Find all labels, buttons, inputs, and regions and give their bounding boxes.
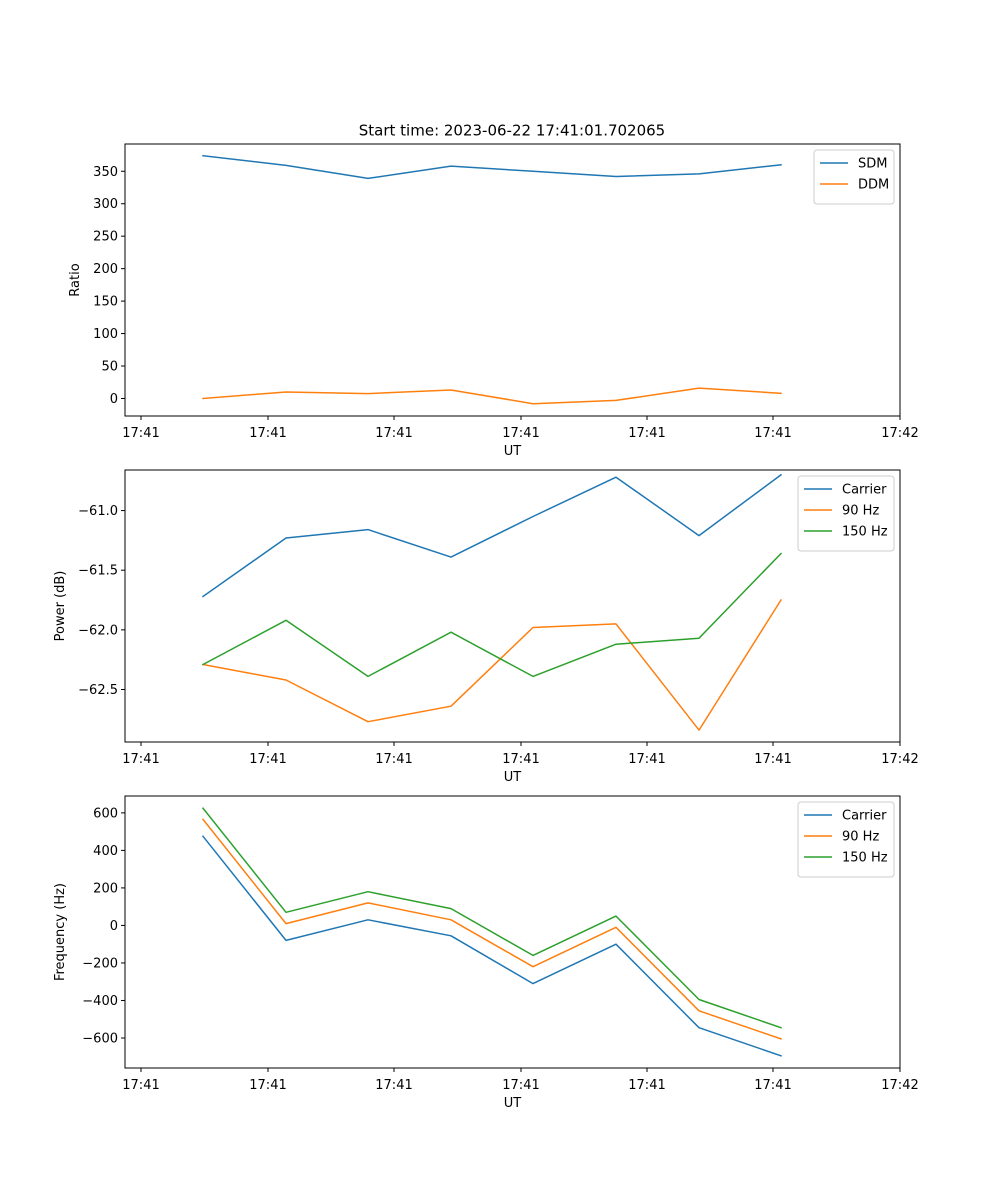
plot-frame (124, 469, 901, 743)
legend-label: 90 Hz (842, 504, 879, 519)
plot-frame (124, 143, 901, 417)
legend-box (797, 801, 895, 878)
legend-box (797, 475, 895, 552)
subplot-power: 17:41 17:41 17:41 17:41 17:41 17:41 17:42 −62.5… (53, 469, 919, 785)
legend-label: 150 Hz (842, 851, 888, 866)
y-tick-label: −61.5 (78, 564, 118, 579)
y-tick-label: 150 (93, 295, 118, 310)
y-tick-label: −62.0 (78, 623, 118, 638)
legend: Carrier 90 Hz 150 Hz (797, 475, 895, 552)
y-tick-label: 100 (93, 327, 118, 342)
y-tick-label: 0 (110, 919, 118, 934)
legend: SDM DDM (813, 149, 895, 205)
subplot-ratio: 17:41 17:41 17:41 17:41 17:41 17:41 17:42 0 50 10… (68, 143, 919, 459)
legend-label: Carrier (842, 483, 887, 498)
legend-label: 150 Hz (842, 525, 888, 540)
series-line-sdm (202, 154, 782, 180)
series-line-150-hz (201, 552, 783, 678)
y-axis-label: Ratio (68, 263, 83, 296)
y-tick-label: 200 (93, 881, 118, 896)
x-tick-label: 17:42 (881, 752, 918, 767)
legend-label: DDM (858, 178, 889, 193)
x-tick-label: 17:41 (628, 1078, 665, 1093)
x-tick-label: 17:41 (502, 752, 539, 767)
series-line-carrier (201, 473, 783, 598)
x-tick-label: 17:41 (375, 752, 412, 767)
x-tick-label: 17:42 (881, 426, 918, 441)
y-tick-label: 600 (93, 806, 118, 821)
y-tick-label: 300 (93, 197, 118, 212)
y-axis-label: Frequency (Hz) (53, 883, 68, 981)
x-axis-label: UT (504, 770, 522, 785)
y-tick-label: −62.5 (78, 683, 118, 698)
y-tick-label: 200 (93, 262, 118, 277)
y-tick-label: 400 (93, 844, 118, 859)
x-tick-label: 17:41 (375, 1078, 412, 1093)
y-tick-label: −600 (82, 1031, 118, 1046)
series-line-carrier (201, 835, 782, 1057)
x-tick-label: 17:41 (249, 752, 286, 767)
x-tick-label: 17:41 (375, 426, 412, 441)
legend-label: SDM (858, 157, 887, 172)
y-tick-label: 350 (93, 165, 118, 180)
y-tick-label: 250 (93, 230, 118, 245)
legend-label: Carrier (842, 809, 887, 824)
y-tick-label: 0 (110, 392, 118, 407)
x-tick-label: 17:41 (122, 426, 159, 441)
x-tick-label: 17:41 (754, 426, 791, 441)
plot-frame (124, 795, 901, 1069)
series-line-90-hz (201, 818, 782, 1040)
x-tick-label: 17:41 (502, 426, 539, 441)
figure-title: Start time: 2023-06-22 17:41:01.702065 (359, 122, 665, 140)
x-tick-label: 17:41 (754, 1078, 791, 1093)
y-tick-label: −61.0 (78, 504, 118, 519)
series-line-150-hz (201, 807, 782, 1029)
x-tick-label: 17:42 (881, 1078, 918, 1093)
x-tick-label: 17:41 (628, 752, 665, 767)
x-tick-label: 17:41 (628, 426, 665, 441)
x-axis-label: UT (504, 444, 522, 459)
x-tick-label: 17:41 (122, 752, 159, 767)
legend: Carrier 90 Hz 150 Hz (797, 801, 895, 878)
x-tick-label: 17:41 (754, 752, 791, 767)
x-tick-label: 17:41 (502, 1078, 539, 1093)
y-axis-label: Power (dB) (53, 571, 68, 642)
y-tick-label: −400 (82, 994, 118, 1009)
x-tick-label: 17:41 (249, 1078, 286, 1093)
y-tick-label: −200 (82, 956, 118, 971)
x-tick-label: 17:41 (122, 1078, 159, 1093)
y-tick-label: 50 (101, 360, 118, 375)
subplot-frequency: 17:41 17:41 17:41 17:41 17:41 17:41 17:42 −600 −… (53, 795, 919, 1111)
series-line-ddm (202, 387, 782, 405)
series-line-90-hz (202, 598, 783, 731)
x-axis-label: UT (504, 1096, 522, 1111)
legend-label: 90 Hz (842, 830, 879, 845)
x-tick-label: 17:41 (249, 426, 286, 441)
